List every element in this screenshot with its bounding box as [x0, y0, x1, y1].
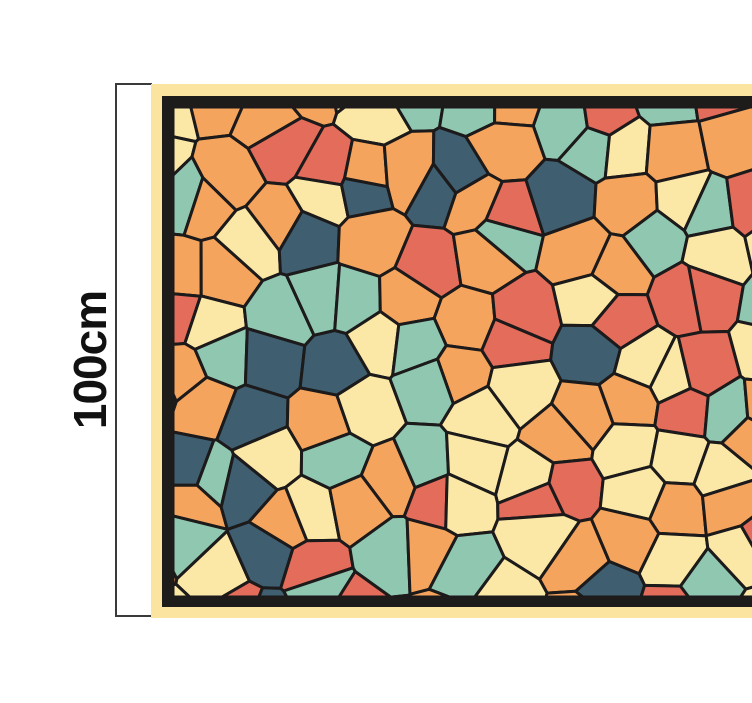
dimension-bracket-tick-bottom — [115, 615, 152, 617]
mosaic-cell — [257, 586, 289, 597]
dimension-bracket-line — [115, 83, 117, 617]
mosaic-cell — [173, 582, 192, 597]
panel-frame — [162, 96, 752, 607]
mosaic-cell — [697, 107, 752, 180]
mosaic-cell — [743, 229, 752, 275]
mosaic-cell — [337, 570, 392, 597]
mosaic-cell — [173, 232, 203, 298]
dimension-label: 100cm — [64, 290, 116, 430]
mosaic-pattern — [173, 107, 752, 597]
mosaic-panel — [151, 84, 752, 618]
mosaic-cell — [390, 593, 411, 597]
mosaic-cell — [739, 585, 752, 597]
mosaic-cell — [720, 415, 752, 470]
mosaic-cell — [735, 272, 752, 326]
mosaic-cell — [340, 176, 395, 219]
mosaic-cell — [739, 515, 752, 548]
dimension-bracket-tick-top — [115, 83, 152, 85]
